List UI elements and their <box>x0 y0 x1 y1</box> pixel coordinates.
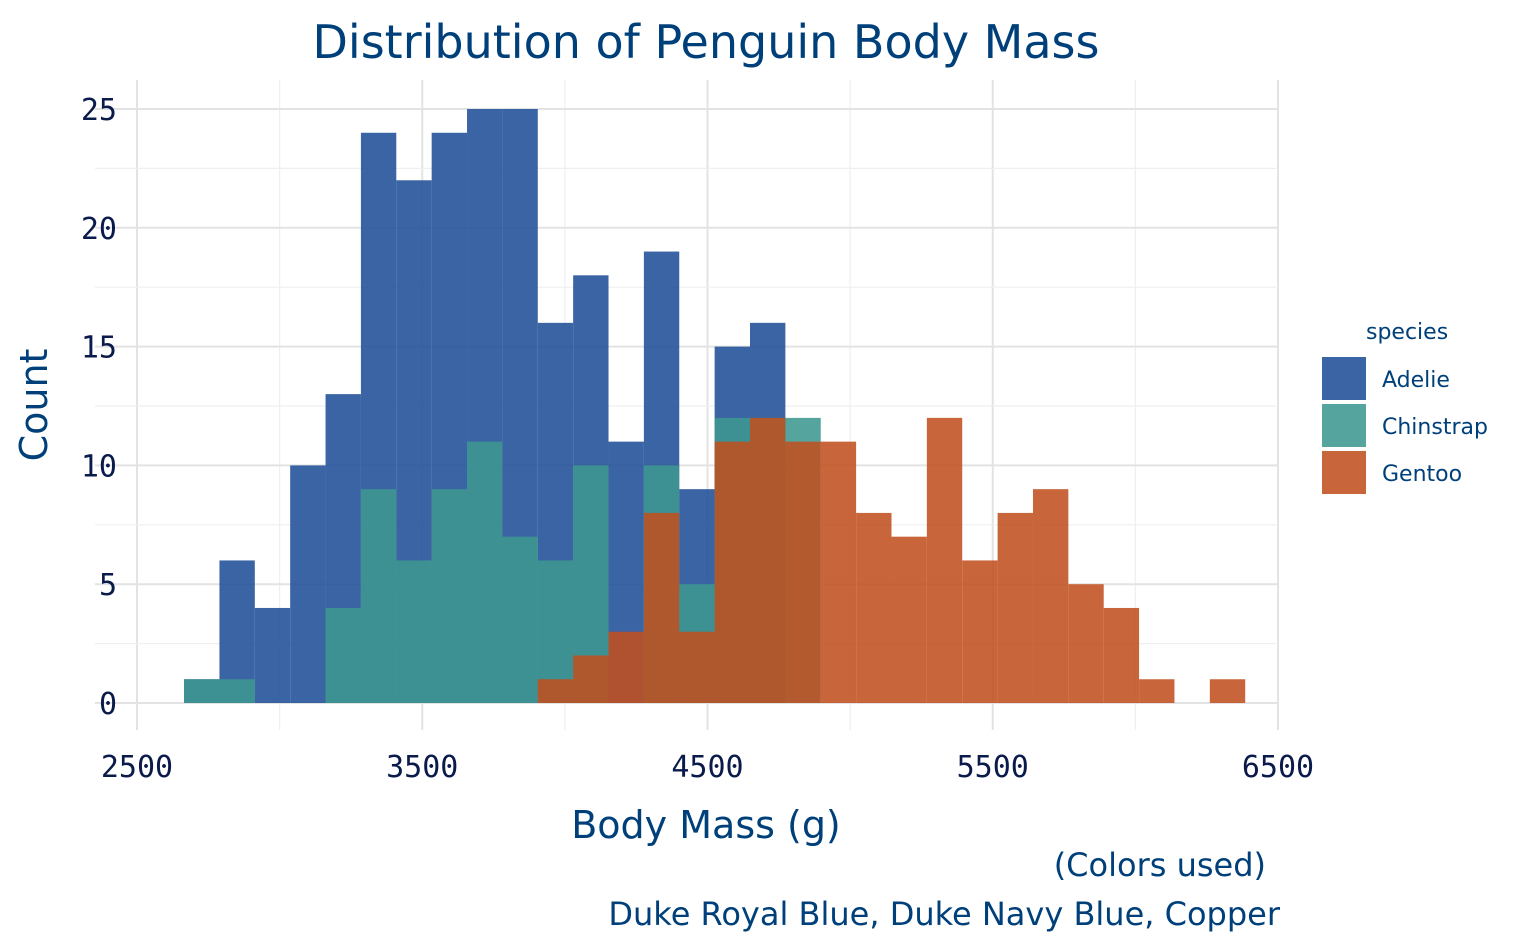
bar-chinstrap <box>184 679 220 703</box>
bar-gentoo <box>891 536 927 703</box>
x-tick-label: 3500 <box>386 750 458 785</box>
x-axis-ticks: 2500 3500 4500 5500 6500 <box>101 750 1314 785</box>
bar-gentoo <box>1139 679 1175 703</box>
y-tick-label: 0 <box>99 687 117 722</box>
bar-chinstrap <box>502 536 538 703</box>
bar-gentoo <box>1103 607 1140 703</box>
y-tick-label: 10 <box>81 449 117 484</box>
bar-gentoo <box>997 512 1033 703</box>
legend-swatch-chinstrap <box>1322 404 1366 447</box>
bar-chinstrap <box>219 679 255 703</box>
bar-gentoo <box>785 441 821 703</box>
bar-gentoo <box>714 441 751 703</box>
bar-chinstrap <box>431 489 468 703</box>
bar-gentoo <box>1068 584 1104 703</box>
bar-gentoo <box>1032 489 1069 703</box>
caption-line-1: (Colors used) <box>1054 846 1266 884</box>
x-tick-label: 5500 <box>957 750 1029 785</box>
legend-label-gentoo: Gentoo <box>1382 462 1462 487</box>
y-tick-label: 15 <box>81 331 117 366</box>
caption-line-2: Duke Royal Blue, Duke Navy Blue, Copper <box>608 895 1280 933</box>
legend-swatch-gentoo <box>1322 451 1366 494</box>
x-tick-label: 2500 <box>101 750 173 785</box>
bar-gentoo <box>537 679 574 703</box>
y-axis-ticks: 0 5 10 15 20 25 <box>81 93 117 722</box>
legend-swatch-adelie <box>1322 357 1366 400</box>
y-tick-label: 5 <box>99 568 117 603</box>
bar-adelie <box>254 607 291 703</box>
bar-gentoo <box>1209 679 1246 703</box>
bar-adelie <box>290 465 326 703</box>
y-axis-title: Count <box>12 349 56 462</box>
bar-gentoo <box>643 512 680 703</box>
y-tick-label: 20 <box>81 212 117 247</box>
bar-gentoo <box>926 417 963 703</box>
bar-gentoo <box>608 631 644 703</box>
bar-gentoo <box>573 655 609 703</box>
x-tick-label: 4500 <box>671 750 743 785</box>
bar-gentoo <box>856 512 892 703</box>
legend: species Adelie Chinstrap Gentoo <box>1322 320 1488 494</box>
legend-label-adelie: Adelie <box>1382 368 1450 393</box>
bar-chinstrap <box>396 560 432 703</box>
chart-title: Distribution of Penguin Body Mass <box>313 15 1100 69</box>
bar-gentoo <box>962 560 998 703</box>
bar-chinstrap <box>467 441 503 703</box>
bars <box>184 109 1246 703</box>
bar-gentoo <box>750 417 786 703</box>
legend-title: species <box>1366 320 1448 345</box>
x-tick-label: 6500 <box>1242 750 1314 785</box>
bar-chinstrap <box>325 607 361 703</box>
y-tick-label: 25 <box>81 93 117 128</box>
bar-chinstrap <box>360 489 397 703</box>
x-axis-title: Body Mass (g) <box>571 803 841 847</box>
bar-gentoo <box>679 631 715 703</box>
bar-gentoo <box>820 441 857 703</box>
legend-label-chinstrap: Chinstrap <box>1382 415 1488 440</box>
